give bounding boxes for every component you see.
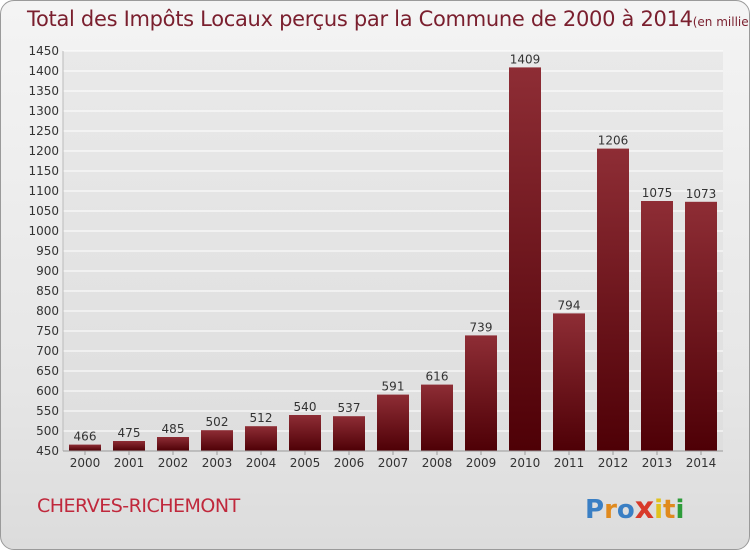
- data-label-2000: 466: [74, 430, 97, 444]
- logo-letter: P: [585, 495, 605, 525]
- logo-letter: r: [604, 495, 617, 525]
- bar-2010: [509, 67, 541, 452]
- data-label-2004: 512: [250, 411, 273, 425]
- x-tick-label-2009: 2009: [466, 456, 497, 470]
- x-tick-label-2000: 2000: [70, 456, 101, 470]
- bar-2012: [597, 148, 629, 451]
- data-label-2014: 1073: [686, 187, 717, 201]
- data-labels: 466 475 485 502 512 540 537 591 616 739 1409 794 120…: [74, 52, 717, 443]
- x-tick-label-2006: 2006: [334, 456, 365, 470]
- y-axis: 450 500 550 600 650 700 750 800 850 900 950 1000 105…: [28, 44, 64, 458]
- data-label-2010: 1409: [510, 52, 541, 66]
- bar-2001: [113, 441, 145, 451]
- chart-title-text: Total des Impôts Locaux perçus par la Co…: [27, 7, 693, 31]
- bar-2006: [333, 416, 365, 451]
- proxiti-logo: Proxiti: [585, 491, 695, 526]
- logo-letter: o: [616, 495, 635, 525]
- logo-letter: i: [675, 495, 685, 525]
- y-tick-label: 650: [36, 364, 59, 378]
- y-tick-label: 1100: [28, 184, 59, 198]
- x-tick-label-2005: 2005: [290, 456, 321, 470]
- y-tick-label: 1150: [28, 164, 59, 178]
- data-label-2001: 475: [118, 426, 141, 440]
- bar-2005: [289, 415, 321, 451]
- y-tick-label: 1300: [28, 104, 59, 118]
- x-tick-label-2002: 2002: [158, 456, 189, 470]
- chart-unit: (en milliers d'€): [692, 15, 749, 29]
- data-label-2011: 794: [558, 298, 581, 312]
- bar-2008: [421, 384, 453, 451]
- y-tick-label: 1250: [28, 124, 59, 138]
- data-label-2012: 1206: [598, 134, 629, 148]
- data-label-2009: 739: [470, 320, 493, 334]
- data-label-2008: 616: [426, 370, 449, 384]
- y-tick-label: 950: [36, 244, 59, 258]
- y-tick-label: 800: [36, 304, 59, 318]
- bars: [69, 67, 717, 452]
- commune-name: CHERVES-RICHEMONT: [37, 495, 240, 517]
- bar-2007: [377, 394, 409, 451]
- y-tick-label: 700: [36, 344, 59, 358]
- logo-letter: t: [663, 495, 676, 525]
- x-tick-label-2003: 2003: [202, 456, 233, 470]
- bar-2014: [685, 201, 717, 451]
- y-tick-label: 1050: [28, 204, 59, 218]
- x-tick-label-2001: 2001: [114, 456, 145, 470]
- logo-letter: i: [654, 495, 664, 525]
- x-tick-label-2008: 2008: [422, 456, 453, 470]
- y-tick-label: 500: [36, 424, 59, 438]
- x-axis: 2000 2001 2002 2003 2004 2005 2006 2007 2008 2009…: [63, 450, 723, 470]
- y-tick-label: 750: [36, 324, 59, 338]
- y-tick-label: 1200: [28, 144, 59, 158]
- data-label-2003: 502: [206, 415, 229, 429]
- data-label-2006: 537: [338, 401, 361, 415]
- chart-title: Total des Impôts Locaux perçus par la Co…: [27, 7, 749, 31]
- y-tick-label: 1450: [28, 44, 59, 58]
- y-tick-label: 600: [36, 384, 59, 398]
- bar-2011: [553, 313, 585, 451]
- data-label-2007: 591: [382, 380, 405, 394]
- y-tick-label: 850: [36, 284, 59, 298]
- y-tick-label: 450: [36, 444, 59, 458]
- x-tick-label-2011: 2011: [554, 456, 585, 470]
- x-tick-label-2013: 2013: [642, 456, 673, 470]
- bar-2002: [157, 437, 189, 451]
- y-tick-label: 1400: [28, 64, 59, 78]
- bar-2000: [69, 444, 101, 451]
- y-tick-label: 550: [36, 404, 59, 418]
- bar-2004: [245, 426, 277, 451]
- y-tick-label: 1000: [28, 224, 59, 238]
- x-tick-label-2007: 2007: [378, 456, 409, 470]
- bar-2003: [201, 430, 233, 451]
- logo-letter: x: [634, 491, 655, 526]
- data-label-2005: 540: [294, 400, 317, 414]
- y-tick-label: 900: [36, 264, 59, 278]
- x-tick-label-2014: 2014: [686, 456, 717, 470]
- data-label-2013: 1075: [642, 186, 673, 200]
- data-label-2002: 485: [162, 422, 185, 436]
- x-tick-label-2004: 2004: [246, 456, 277, 470]
- x-tick-label-2012: 2012: [598, 456, 629, 470]
- bar-2013: [641, 201, 673, 451]
- x-tick-label-2010: 2010: [510, 456, 541, 470]
- y-tick-label: 1350: [28, 84, 59, 98]
- bar-2009: [465, 335, 497, 451]
